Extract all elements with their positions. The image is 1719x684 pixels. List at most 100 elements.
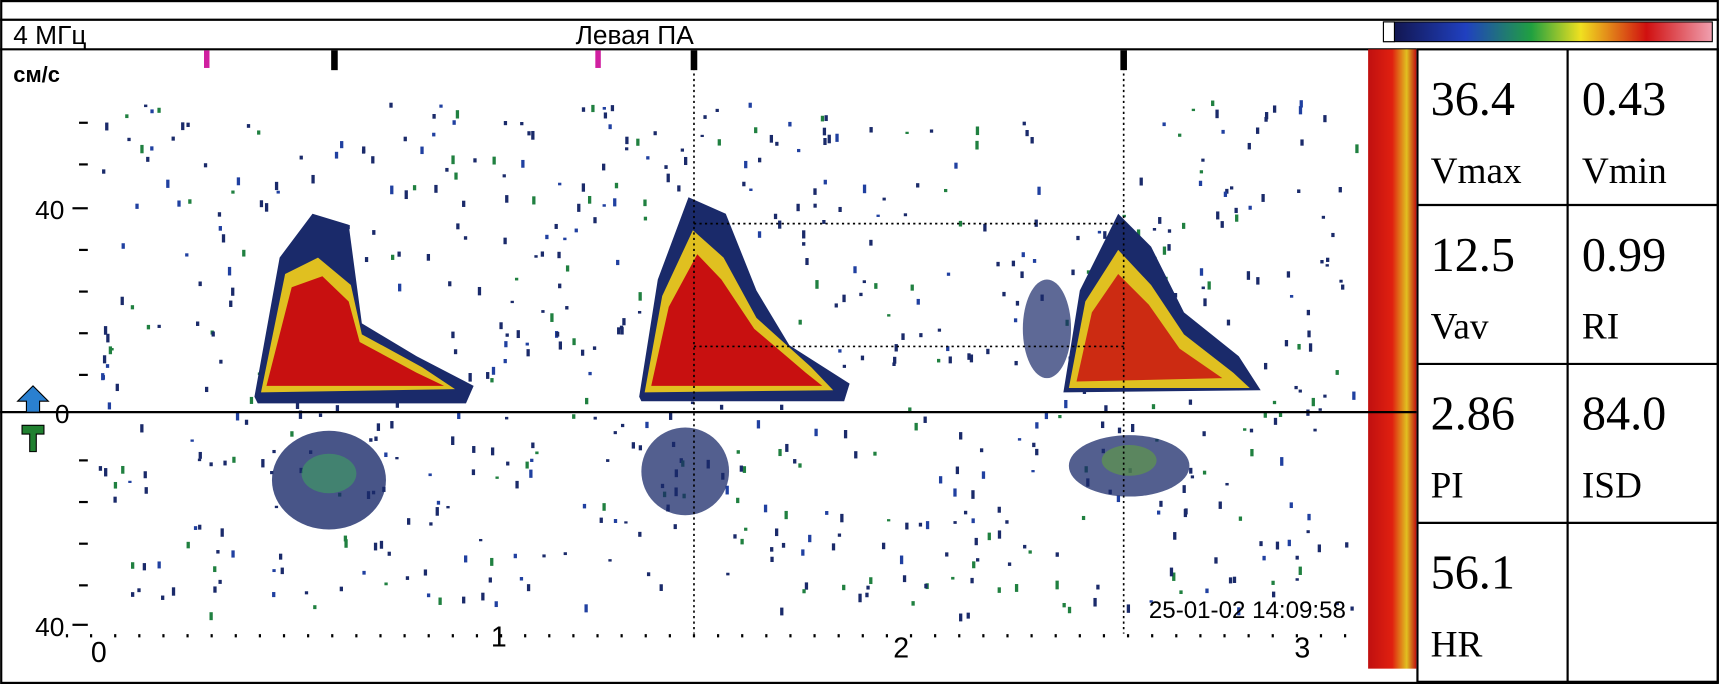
speckle xyxy=(532,196,536,205)
speckle xyxy=(1086,270,1091,274)
speckle xyxy=(756,420,761,429)
speckle xyxy=(130,305,135,310)
speckle xyxy=(593,416,597,420)
speckle xyxy=(959,613,963,622)
speckle xyxy=(1182,485,1186,493)
speckle xyxy=(602,163,606,171)
speckle xyxy=(432,114,436,119)
speckle xyxy=(902,575,907,583)
speckle xyxy=(953,488,957,497)
speckle xyxy=(565,306,569,310)
speckle xyxy=(1287,539,1291,547)
frequency: 4 МГц xyxy=(13,20,86,50)
speckle xyxy=(610,105,615,112)
speckle xyxy=(144,487,148,494)
speckle xyxy=(684,156,688,166)
speckle xyxy=(397,251,401,257)
measure-label: PI xyxy=(1431,466,1464,507)
speckle xyxy=(558,341,563,350)
x-label: 0 xyxy=(91,637,107,669)
speckle xyxy=(121,243,125,249)
speckle xyxy=(646,572,651,577)
speckle xyxy=(1311,397,1315,407)
speckle xyxy=(1335,601,1339,606)
speckle xyxy=(835,133,839,142)
speckle xyxy=(572,338,576,346)
speckle xyxy=(1201,286,1205,290)
speckle xyxy=(944,188,948,193)
speckle xyxy=(793,459,797,464)
speckle xyxy=(451,436,455,445)
speckle xyxy=(887,314,891,317)
speckle xyxy=(838,206,842,212)
y-axis-ticks xyxy=(72,121,88,626)
speckle xyxy=(1263,362,1268,370)
speckle xyxy=(558,283,562,289)
speckle xyxy=(773,213,778,220)
speckle xyxy=(264,203,269,212)
speckle xyxy=(1320,260,1324,264)
speckle xyxy=(398,283,402,292)
speckle xyxy=(436,500,441,505)
speckle xyxy=(574,228,578,233)
speckle xyxy=(142,563,147,571)
speckle xyxy=(1321,215,1326,219)
speckle xyxy=(463,236,468,240)
speckle xyxy=(910,284,914,291)
speckle xyxy=(232,456,236,463)
speckle xyxy=(540,251,545,257)
speckle xyxy=(120,296,124,306)
speckle xyxy=(804,582,809,590)
speckle xyxy=(412,185,417,191)
speckle xyxy=(869,127,873,133)
speckle xyxy=(432,132,436,137)
speckle xyxy=(146,156,150,162)
speckle xyxy=(499,322,503,330)
speckle xyxy=(911,601,915,606)
speckle xyxy=(531,130,535,140)
speckle xyxy=(221,234,226,243)
speckle xyxy=(490,557,494,566)
speckle xyxy=(1317,544,1321,553)
speckle xyxy=(997,587,1001,593)
speckle xyxy=(916,183,920,188)
speckle xyxy=(946,272,951,276)
speckle xyxy=(106,333,110,343)
speckle xyxy=(1313,428,1317,432)
speckle xyxy=(1199,170,1204,174)
speckle xyxy=(739,465,743,472)
speckle xyxy=(1294,385,1298,390)
speckle xyxy=(1131,423,1135,433)
speckle xyxy=(1306,309,1311,316)
speckle xyxy=(748,102,752,108)
speckle xyxy=(824,115,828,122)
speckle xyxy=(166,179,170,188)
speckle xyxy=(140,424,144,433)
speckle xyxy=(1289,502,1293,509)
speckle xyxy=(1259,541,1263,547)
speckle xyxy=(1015,300,1020,306)
speckle xyxy=(198,281,202,287)
x-label: 3 xyxy=(1294,633,1310,665)
speckle xyxy=(1234,207,1238,214)
speckle xyxy=(428,473,432,477)
speckle xyxy=(1247,142,1251,150)
speckle xyxy=(577,203,581,212)
speckle xyxy=(98,466,103,471)
speckle xyxy=(1014,360,1018,366)
speckle xyxy=(389,102,393,108)
speckle xyxy=(1308,343,1313,352)
speckle xyxy=(1011,260,1016,267)
speckle xyxy=(1256,277,1260,285)
speckle xyxy=(1014,584,1019,592)
speckle xyxy=(1167,244,1171,251)
speckle xyxy=(542,554,546,558)
speckle xyxy=(1017,438,1022,441)
speckle xyxy=(619,325,624,330)
speckle xyxy=(197,458,202,462)
color-bar-start xyxy=(1382,21,1395,43)
speckle xyxy=(1167,229,1172,233)
speckle xyxy=(1020,271,1024,279)
speckle xyxy=(423,569,428,576)
speckle xyxy=(770,547,774,552)
